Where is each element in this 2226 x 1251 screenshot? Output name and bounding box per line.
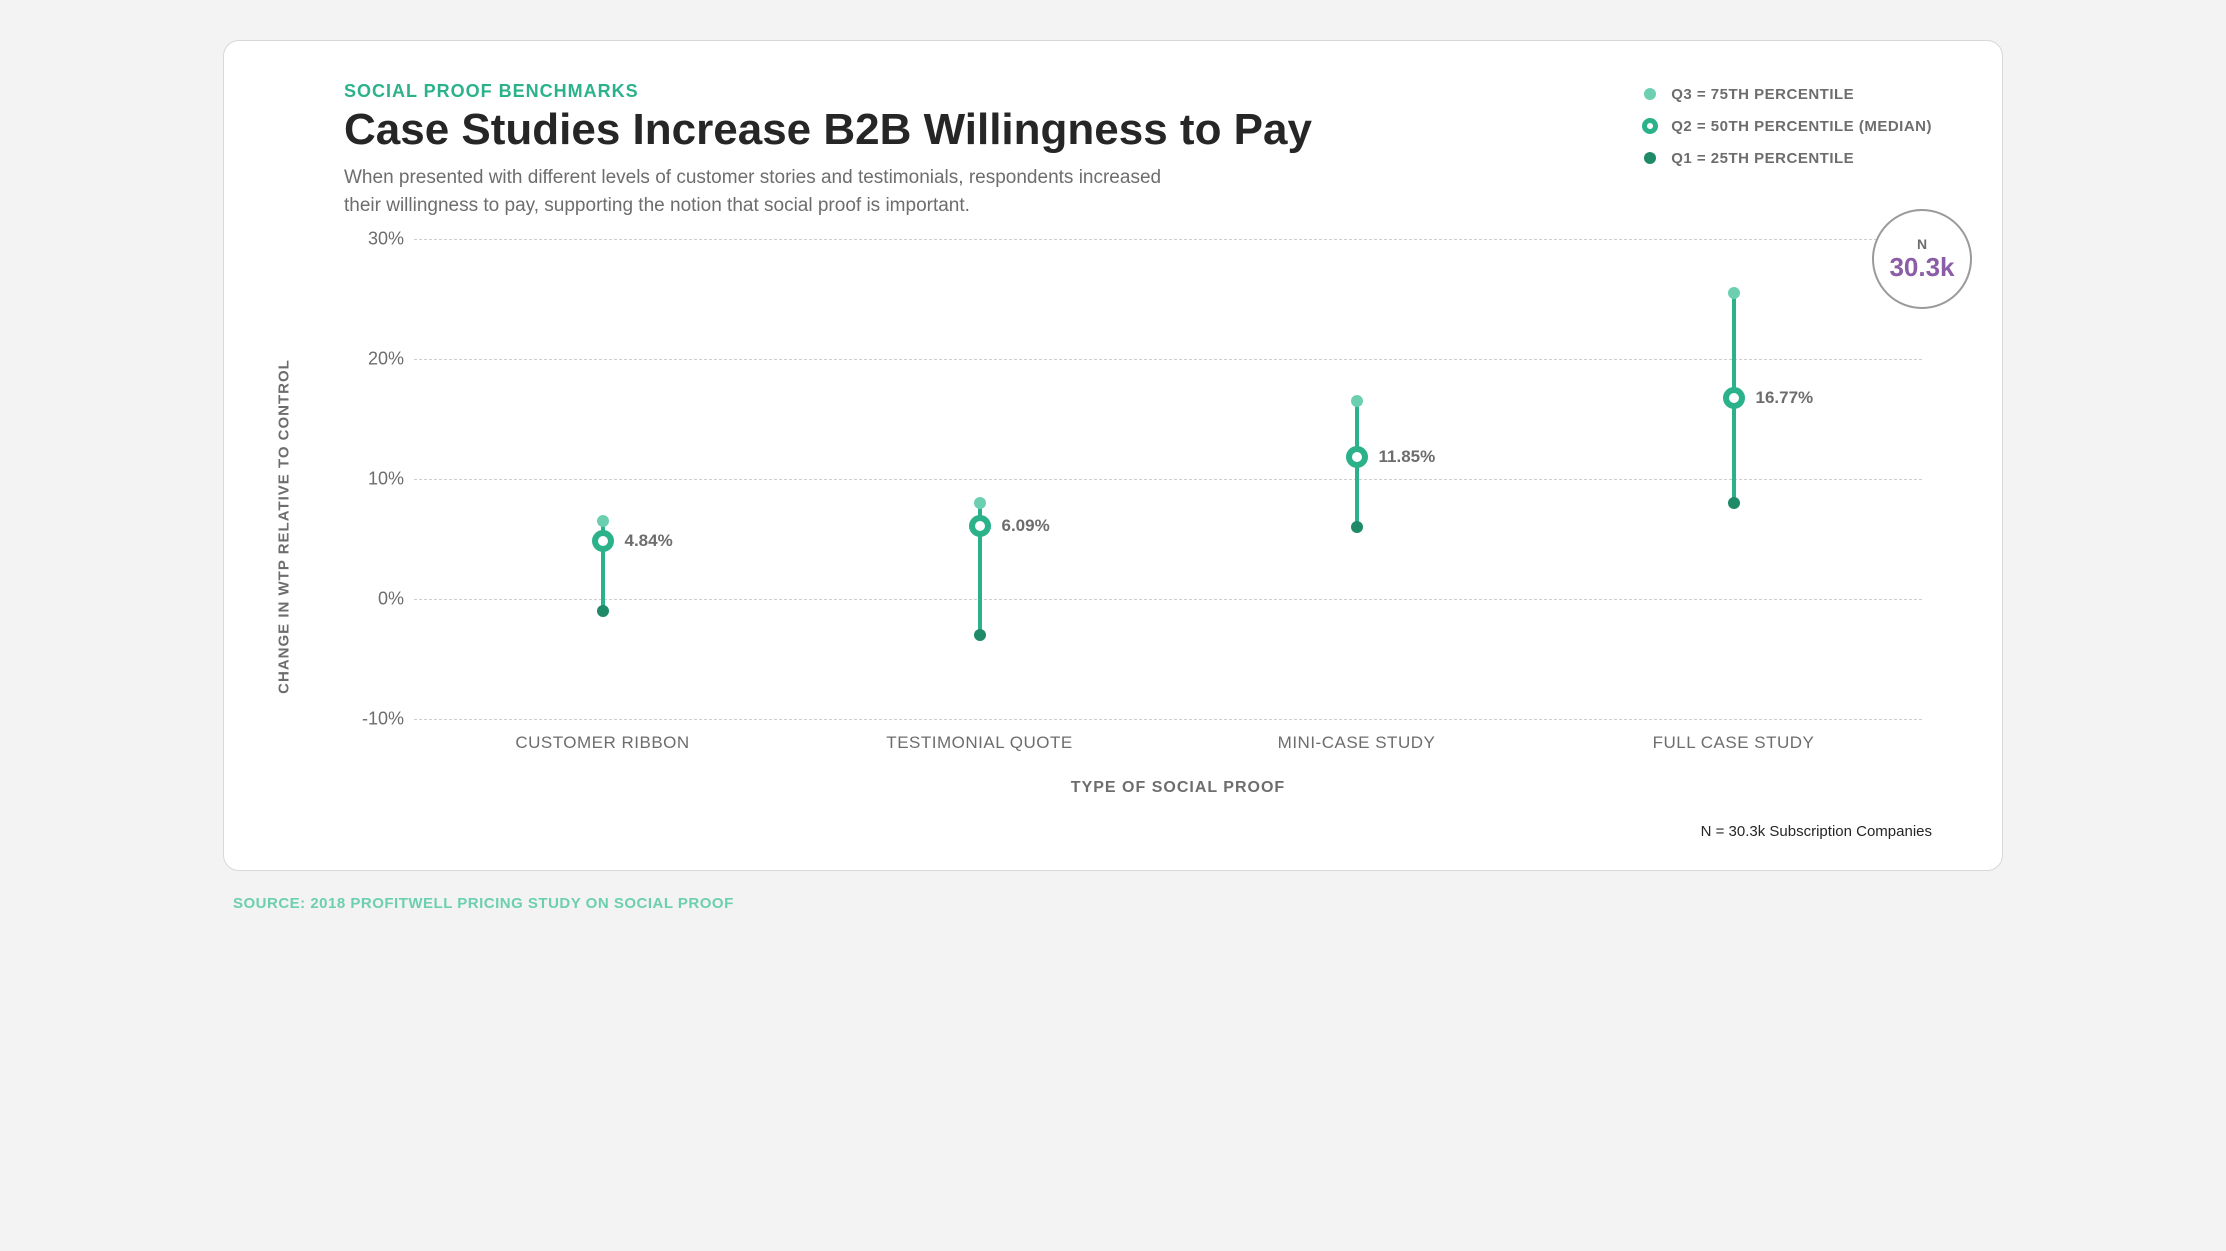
q3-dot xyxy=(1728,287,1740,299)
chart-area: N 30.3k -10%0%10%20%30%4.84%CUSTOMER RIB… xyxy=(414,239,1922,719)
q1-dot xyxy=(597,605,609,617)
q3-dot xyxy=(1351,395,1363,407)
q2-ring xyxy=(969,515,991,537)
gridline xyxy=(414,359,1922,360)
series: 11.85%MINI-CASE STUDY xyxy=(1357,239,1358,719)
source-line: SOURCE: 2018 PROFITWELL PRICING STUDY ON… xyxy=(223,895,2003,912)
chart-wrap: CHANGE IN WTP RELATIVE TO CONTROL N 30.3… xyxy=(284,239,1942,797)
footnote: N = 30.3k Subscription Companies xyxy=(284,823,1932,840)
legend-label: Q2 = 50TH PERCENTILE (MEDIAN) xyxy=(1671,118,1932,135)
gridline xyxy=(414,239,1922,240)
y-tick-label: 30% xyxy=(344,229,404,250)
x-tick-label: FULL CASE STUDY xyxy=(1653,733,1815,753)
q1-dot xyxy=(1351,521,1363,533)
series: 16.77%FULL CASE STUDY xyxy=(1734,239,1735,719)
gridline xyxy=(414,719,1922,720)
q2-ring xyxy=(1723,387,1745,409)
q3-dot xyxy=(597,515,609,527)
gridline xyxy=(414,479,1922,480)
x-tick-label: TESTIMONIAL QUOTE xyxy=(886,733,1072,753)
chart-card: SOCIAL PROOF BENCHMARKS Case Studies Inc… xyxy=(223,40,2003,871)
legend-marker-icon xyxy=(1641,149,1659,167)
series: 4.84%CUSTOMER RIBBON xyxy=(603,239,604,719)
y-tick-label: 0% xyxy=(344,589,404,610)
y-tick-label: -10% xyxy=(344,709,404,730)
q1-dot xyxy=(1728,497,1740,509)
x-tick-label: CUSTOMER RIBBON xyxy=(515,733,689,753)
legend-marker-icon xyxy=(1641,85,1659,103)
gridline xyxy=(414,599,1922,600)
n-badge-value: 30.3k xyxy=(1889,252,1954,283)
x-axis-label: TYPE OF SOCIAL PROOF xyxy=(414,779,1942,797)
header-left: SOCIAL PROOF BENCHMARKS Case Studies Inc… xyxy=(284,81,1641,219)
q1-dot xyxy=(974,629,986,641)
header-row: SOCIAL PROOF BENCHMARKS Case Studies Inc… xyxy=(284,81,1942,219)
chart-subtitle: When presented with different levels of … xyxy=(344,164,1164,219)
legend-label: Q1 = 25TH PERCENTILE xyxy=(1671,150,1854,167)
y-tick-label: 20% xyxy=(344,349,404,370)
median-value-label: 16.77% xyxy=(1756,388,1814,408)
q2-ring xyxy=(592,530,614,552)
q3-dot xyxy=(974,497,986,509)
legend: Q3 = 75TH PERCENTILE Q2 = 50TH PERCENTILE… xyxy=(1641,85,1932,167)
median-value-label: 4.84% xyxy=(625,531,673,551)
legend-item: Q3 = 75TH PERCENTILE xyxy=(1641,85,1932,103)
n-badge-letter: N xyxy=(1917,236,1927,252)
y-axis-label: CHANGE IN WTP RELATIVE TO CONTROL xyxy=(276,360,293,695)
chart-title: Case Studies Increase B2B Willingness to… xyxy=(344,106,1641,154)
median-value-label: 6.09% xyxy=(1002,516,1050,536)
legend-marker-icon xyxy=(1641,117,1659,135)
median-value-label: 11.85% xyxy=(1379,447,1436,467)
legend-item: Q2 = 50TH PERCENTILE (MEDIAN) xyxy=(1641,117,1932,135)
y-tick-label: 10% xyxy=(344,469,404,490)
series: 6.09%TESTIMONIAL QUOTE xyxy=(980,239,981,719)
kicker: SOCIAL PROOF BENCHMARKS xyxy=(344,81,1641,102)
n-badge: N 30.3k xyxy=(1872,209,1972,309)
q2-ring xyxy=(1346,446,1368,468)
legend-label: Q3 = 75TH PERCENTILE xyxy=(1671,86,1854,103)
legend-item: Q1 = 25TH PERCENTILE xyxy=(1641,149,1932,167)
x-tick-label: MINI-CASE STUDY xyxy=(1278,733,1436,753)
